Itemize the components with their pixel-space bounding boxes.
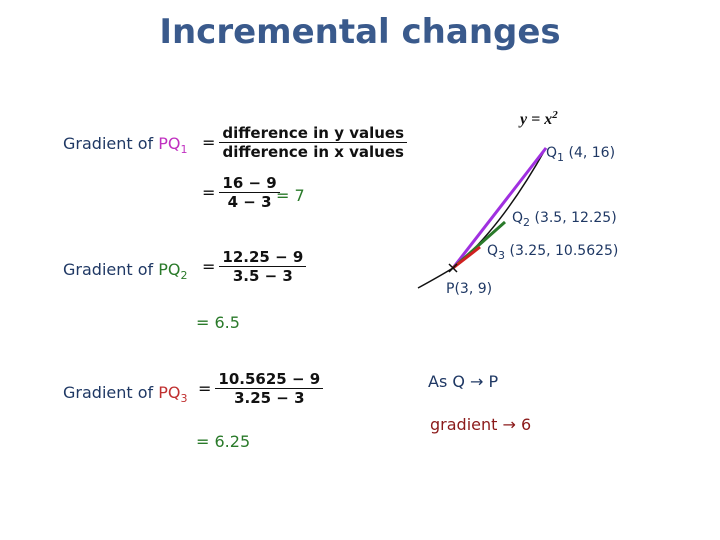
formula: = 10.5625 − 9 3.25 − 3 <box>198 370 324 407</box>
text: 12.25 − 9 <box>219 248 307 267</box>
text: Q <box>546 145 558 161</box>
text: difference in y values <box>219 124 408 143</box>
text: 3 <box>180 392 188 406</box>
formula: = 12.25 − 9 3.5 − 3 <box>202 248 307 285</box>
text: 3 <box>498 248 506 262</box>
text: = <box>202 133 216 152</box>
text: 16 − 9 <box>219 174 280 193</box>
text: y = x <box>518 111 552 128</box>
text: difference in x values <box>222 143 404 161</box>
text: 1 <box>180 143 188 157</box>
text: (3, 9) <box>454 281 493 297</box>
curve-label: y = x2 <box>518 109 558 128</box>
gradient-label: Gradient of PQ1 <box>63 134 187 156</box>
text: Q <box>487 243 499 259</box>
result: = 6.25 <box>196 432 251 451</box>
text: (3.25, 10.5625) <box>509 243 619 259</box>
limit-note: As Q → P <box>428 372 499 391</box>
limit-note: gradient → 6 <box>430 415 532 434</box>
text: Gradient of <box>63 260 159 279</box>
text: PQ <box>158 260 181 279</box>
text: PQ <box>158 383 181 402</box>
point-label: Q2 (3.5, 12.25) <box>512 210 617 229</box>
text: 2 <box>180 269 188 283</box>
point-label: P(3, 9) <box>446 281 492 297</box>
chord-pq1 <box>451 147 548 269</box>
result: = 6.5 <box>196 313 240 332</box>
gradient-label: Gradient of PQ2 <box>63 260 187 282</box>
text: Gradient of <box>63 134 159 153</box>
text: Gradient of <box>63 383 159 402</box>
text: Q <box>512 210 524 226</box>
text: 3.5 − 3 <box>232 267 293 285</box>
text: (4, 16) <box>568 145 616 161</box>
text: 2 <box>523 215 531 229</box>
text: PQ <box>158 134 181 153</box>
text: 10.5625 − 9 <box>215 370 324 389</box>
text: 3.25 − 3 <box>234 389 305 407</box>
point-p <box>448 263 458 273</box>
point-label: Q3 (3.25, 10.5625) <box>487 243 618 262</box>
text: P <box>446 281 455 297</box>
text: = <box>202 257 216 276</box>
text: 1 <box>557 150 565 164</box>
formula: = difference in y values difference in x v… <box>202 124 408 161</box>
text: (3.5, 12.25) <box>534 210 617 226</box>
text: = <box>198 379 212 398</box>
text: = <box>202 183 216 202</box>
gradient-label: Gradient of PQ3 <box>63 383 187 405</box>
text: 4 − 3 <box>227 193 272 211</box>
result: = 7 <box>276 186 305 205</box>
text: 2 <box>551 109 558 121</box>
title: Incremental changes <box>159 12 561 52</box>
point-label: Q1 (4, 16) <box>546 145 615 164</box>
